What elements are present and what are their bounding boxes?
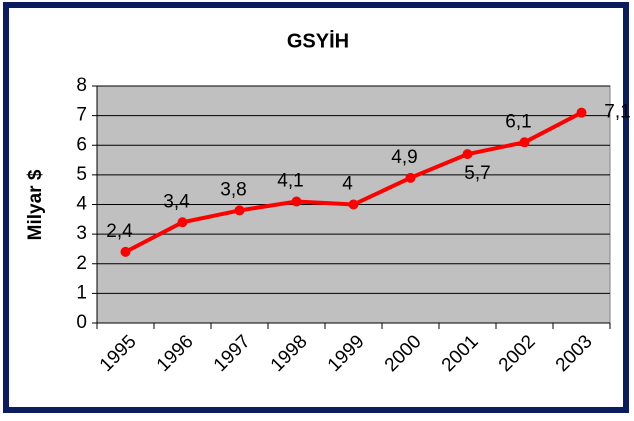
data-label: 3,4 [163, 191, 190, 212]
y-tick-label: 8 [76, 75, 87, 96]
marker [519, 137, 530, 148]
data-label: 5,7 [464, 163, 490, 184]
data-label: 2,4 [106, 221, 133, 242]
chart-title: GSYİH [287, 29, 349, 52]
marker [177, 217, 188, 228]
marker [348, 199, 359, 210]
y-tick-label: 0 [76, 312, 87, 333]
marker [291, 196, 302, 207]
data-label: 4 [342, 174, 353, 195]
data-label: 6,1 [505, 111, 531, 132]
data-label: 3,8 [220, 179, 246, 200]
y-tick-label: 4 [76, 194, 87, 215]
data-label: 4,1 [277, 171, 303, 192]
y-axis-label: Milyar $ [25, 169, 46, 240]
marker [120, 246, 131, 257]
y-tick-label: 6 [76, 134, 87, 155]
y-tick-label: 3 [76, 223, 87, 244]
marker [462, 149, 473, 160]
marker [405, 172, 416, 183]
data-label: 4,9 [391, 147, 417, 168]
y-tick-label: 2 [76, 253, 87, 274]
y-tick-label: 1 [76, 282, 87, 303]
data-label: 7,1 [604, 102, 630, 123]
marker [576, 107, 587, 118]
marker [234, 205, 245, 216]
y-tick-label: 7 [76, 105, 87, 126]
y-tick-label: 5 [76, 164, 87, 185]
